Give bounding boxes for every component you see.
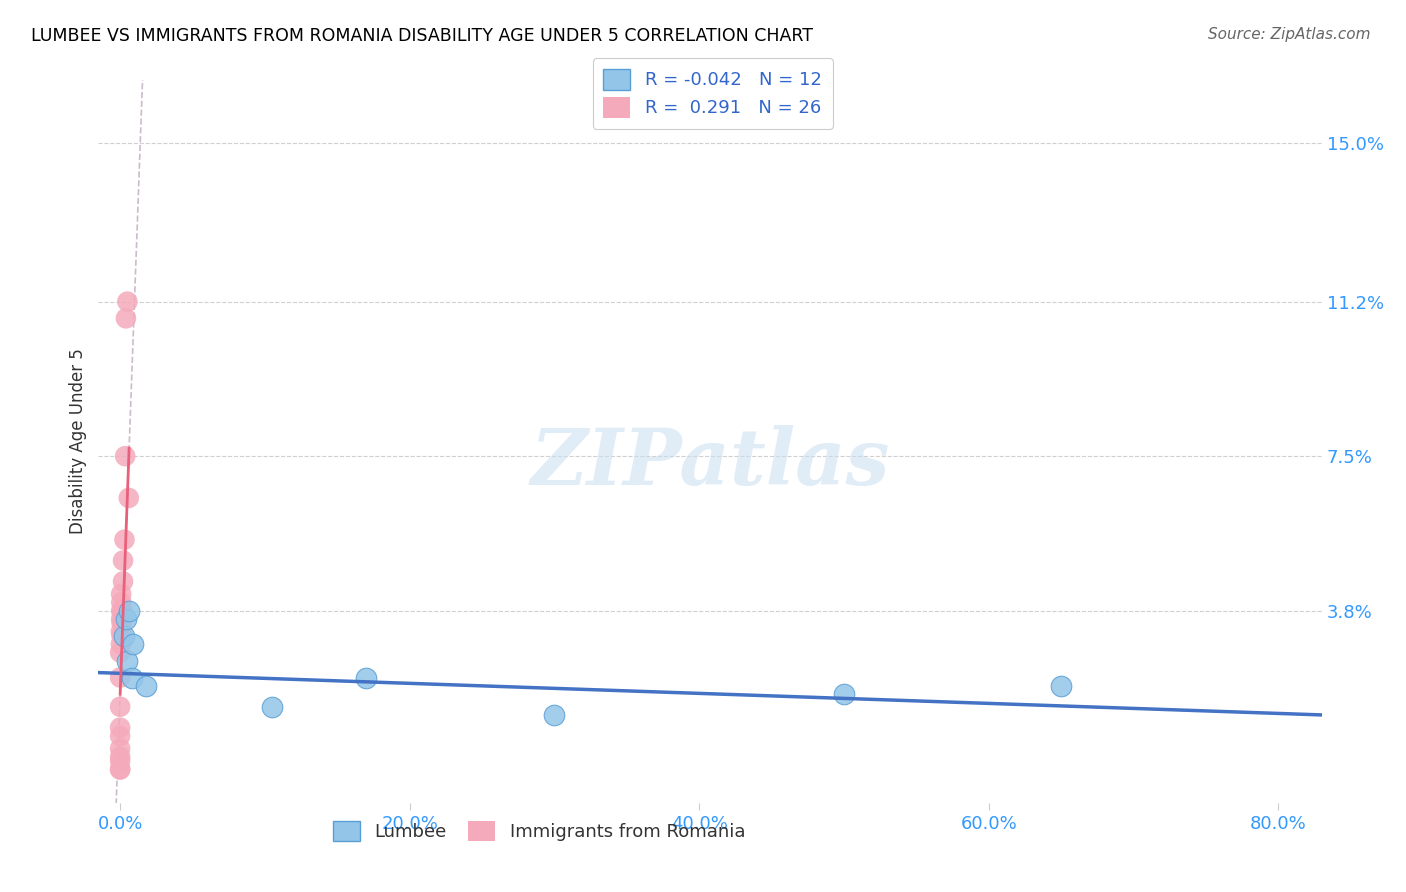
Point [108,763,131,777]
Point [354,671,377,685]
Y-axis label: Disability Age Under 5: Disability Age Under 5 [69,349,87,534]
Point [115,311,138,326]
Point [114,629,136,643]
Point [108,699,131,714]
Point [118,491,141,505]
Point [108,763,131,777]
Text: LUMBEE VS IMMIGRANTS FROM ROMANIA DISABILITY AGE UNDER 5 CORRELATION CHART: LUMBEE VS IMMIGRANTS FROM ROMANIA DISABI… [31,27,813,45]
Point [114,449,136,463]
Point [1050,679,1073,693]
Point [108,645,131,659]
Point [111,604,134,618]
Point [108,754,131,768]
Text: Source: ZipAtlas.com: Source: ZipAtlas.com [1208,27,1371,42]
Point [118,604,141,618]
Point [108,721,131,735]
Point [121,671,143,685]
Point [122,637,145,651]
Point [112,574,135,589]
Point [110,637,132,651]
Point [110,616,132,631]
Point [110,587,132,601]
Point [110,612,132,626]
Point [832,687,855,701]
Point [108,729,131,743]
Point [262,699,284,714]
Point [135,679,157,693]
Text: ZIPatlas: ZIPatlas [530,425,890,501]
Point [112,553,135,567]
Point [110,604,132,618]
Point [115,612,138,626]
Point [110,629,132,643]
Point [108,741,131,756]
Point [110,624,132,639]
Point [108,671,131,685]
Point [114,533,136,547]
Legend: Lumbee, Immigrants from Romania: Lumbee, Immigrants from Romania [325,814,752,848]
Point [108,749,131,764]
Point [117,294,139,309]
Point [110,595,132,609]
Point [543,708,565,723]
Point [117,654,139,668]
